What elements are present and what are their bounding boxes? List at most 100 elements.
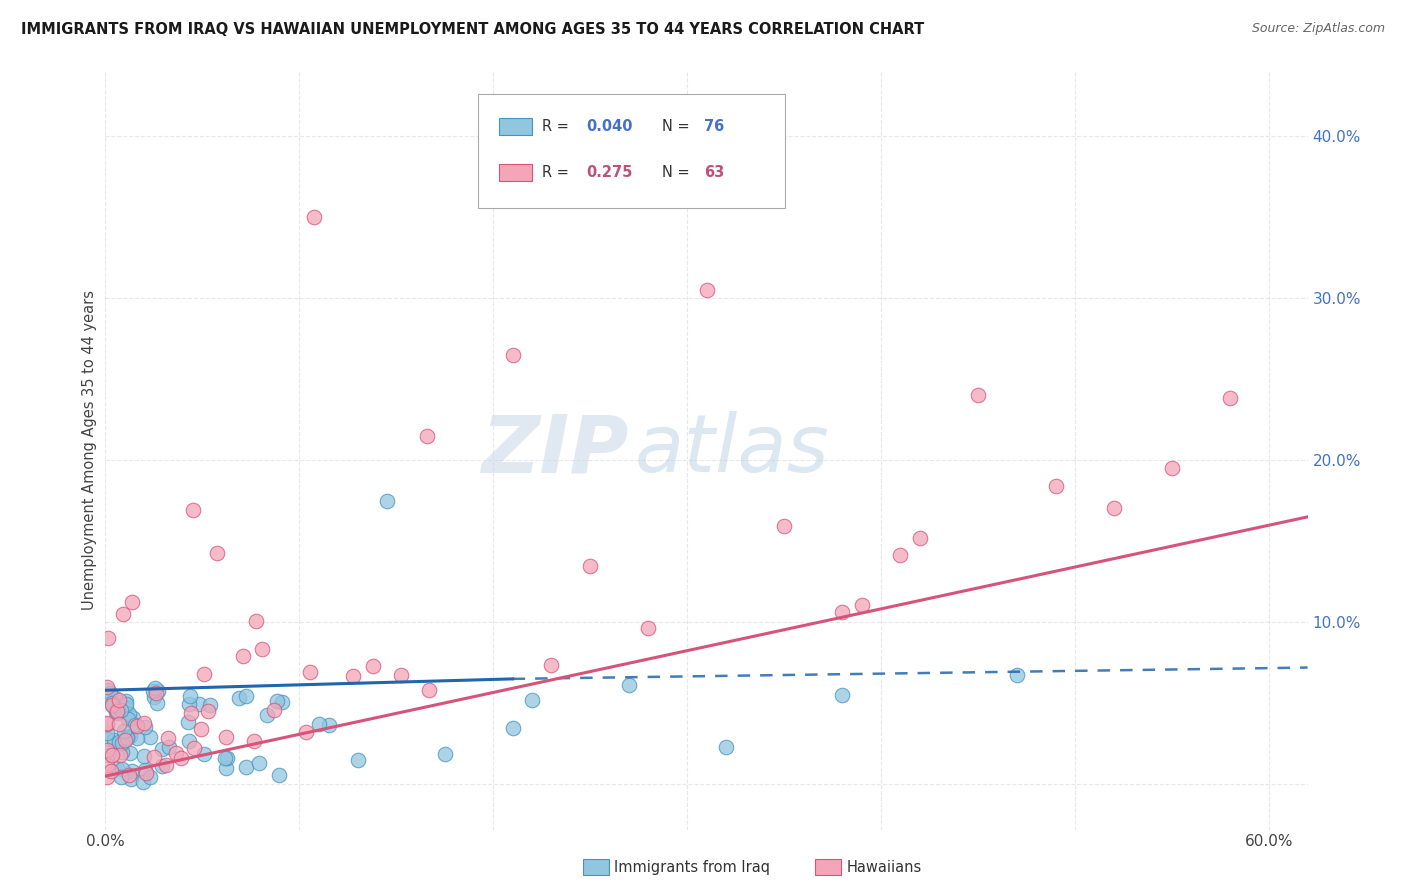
Y-axis label: Unemployment Among Ages 35 to 44 years: Unemployment Among Ages 35 to 44 years [82, 291, 97, 610]
Point [908, 531, 931, 545]
Text: Source: ZipAtlas.com: Source: ZipAtlas.com [1251, 22, 1385, 36]
Point [228, 690, 250, 705]
Point [105, 704, 128, 718]
Point [115, 697, 138, 711]
Text: 63: 63 [704, 165, 724, 179]
Point [145, 686, 167, 700]
Point [110, 770, 132, 784]
Point [235, 689, 257, 703]
Point [579, 559, 602, 574]
Point [139, 770, 162, 784]
Point [120, 772, 142, 787]
Text: Immigrants from Iraq: Immigrants from Iraq [614, 860, 770, 874]
Point [304, 210, 326, 224]
Point [122, 711, 145, 725]
Point [105, 761, 128, 775]
Point [150, 742, 173, 756]
Point [145, 697, 167, 711]
Point [142, 750, 165, 764]
Point [105, 705, 128, 719]
Text: N =: N = [662, 120, 695, 134]
Point [1102, 501, 1125, 516]
Point [198, 698, 221, 712]
FancyBboxPatch shape [478, 95, 785, 208]
Point [179, 734, 201, 748]
Point [101, 697, 124, 711]
Point [215, 731, 238, 745]
Point [696, 283, 718, 297]
Point [831, 605, 853, 619]
Point [1219, 391, 1241, 405]
Point [103, 699, 125, 714]
Point [155, 757, 177, 772]
Point [183, 503, 205, 517]
Text: atlas: atlas [634, 411, 830, 490]
Point [299, 665, 322, 679]
Point [105, 706, 128, 720]
Point [121, 595, 143, 609]
Point [256, 707, 278, 722]
Point [232, 649, 254, 664]
Point [150, 759, 173, 773]
Text: R =: R = [541, 165, 574, 179]
Text: R =: R = [541, 120, 574, 134]
Point [135, 765, 157, 780]
Point [96, 716, 118, 731]
Point [179, 697, 201, 711]
Point [118, 768, 141, 782]
Point [270, 695, 292, 709]
Point [110, 736, 132, 750]
Point [250, 641, 273, 656]
Point [100, 698, 122, 713]
Point [97, 683, 120, 698]
Point [773, 519, 796, 533]
FancyBboxPatch shape [499, 164, 533, 180]
Point [617, 677, 640, 691]
Point [714, 740, 737, 755]
Point [101, 748, 124, 763]
Point [127, 731, 149, 746]
Point [831, 688, 853, 702]
Text: 0.040: 0.040 [586, 120, 633, 134]
Point [295, 724, 318, 739]
Point [111, 607, 134, 622]
Point [179, 689, 201, 703]
Point [502, 721, 524, 735]
Point [433, 747, 456, 761]
Point [108, 747, 131, 762]
Point [418, 683, 440, 698]
Point [97, 632, 120, 646]
Point [266, 694, 288, 708]
Point [118, 729, 141, 743]
Point [115, 731, 138, 746]
Point [96, 726, 118, 740]
Point [142, 690, 165, 705]
Point [637, 622, 659, 636]
Point [245, 615, 267, 629]
Text: IMMIGRANTS FROM IRAQ VS HAWAIIAN UNEMPLOYMENT AMONG AGES 35 TO 44 YEARS CORRELAT: IMMIGRANTS FROM IRAQ VS HAWAIIAN UNEMPLO… [21, 22, 924, 37]
Point [139, 730, 162, 744]
Point [143, 681, 166, 695]
Point [235, 759, 257, 773]
Point [114, 694, 136, 708]
Point [197, 704, 219, 718]
Point [361, 659, 384, 673]
Point [165, 746, 187, 760]
Point [205, 546, 228, 560]
Point [157, 731, 180, 746]
Point [134, 763, 156, 777]
Point [96, 758, 118, 772]
Point [1045, 479, 1067, 493]
Point [1160, 461, 1182, 475]
Point [100, 764, 122, 778]
Point [215, 761, 238, 775]
Point [100, 686, 122, 700]
Point [96, 743, 118, 757]
Point [1005, 668, 1028, 682]
Point [118, 747, 141, 761]
Point [114, 733, 136, 747]
Point [889, 549, 911, 563]
Point [117, 713, 139, 727]
Point [215, 750, 238, 764]
Point [851, 598, 873, 612]
